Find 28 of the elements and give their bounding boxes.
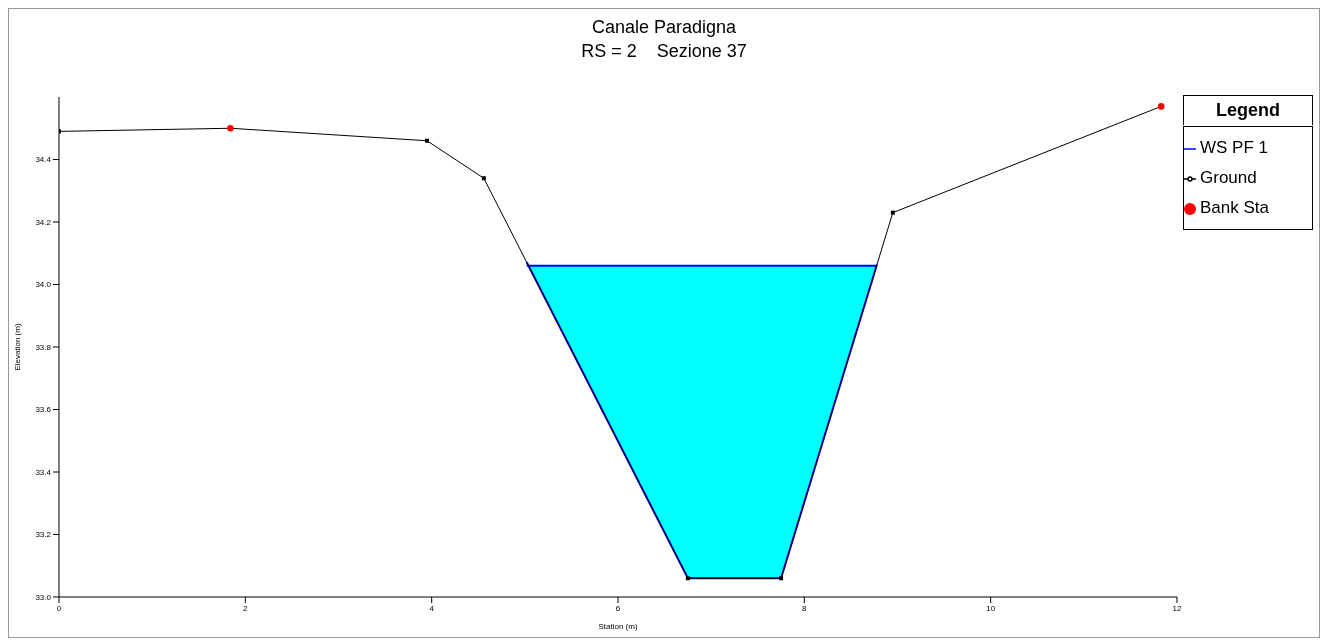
y-tick-label: 34.4 <box>35 155 52 165</box>
x-tick-label: 8 <box>802 603 808 613</box>
y-tick-label: 34.0 <box>35 280 52 290</box>
y-tick-label: 33.4 <box>35 467 52 477</box>
point <box>425 138 430 143</box>
y-tick-label: 33.6 <box>35 405 52 415</box>
legend-title: Legend <box>1183 95 1313 125</box>
x-tick-label: 2 <box>243 603 249 613</box>
x-tick-label: 4 <box>429 603 435 613</box>
x-tick-label: 6 <box>615 603 621 613</box>
legend-label: WS PF 1 <box>1200 138 1269 157</box>
x-tick-label: 12 <box>1172 603 1182 613</box>
point <box>481 176 486 181</box>
y-tick-label: 34.2 <box>35 217 52 227</box>
x-tick-label: 10 <box>986 603 996 613</box>
chart-title: Canale Paradigna <box>590 16 738 39</box>
y-axis-title: Elevation (m) <box>12 323 22 371</box>
legend-label: Bank Sta <box>1200 198 1269 217</box>
y-tick-label: 33.2 <box>35 530 52 540</box>
point <box>779 576 784 581</box>
y-tick-label: 33.8 <box>35 342 52 352</box>
chart-subtitle: RS = 2 Sezione 37 <box>580 40 748 63</box>
y-tick-label: 33.0 <box>35 592 52 602</box>
point <box>890 210 895 215</box>
point <box>685 576 690 581</box>
x-axis-title: Station (m) <box>598 622 638 631</box>
legend-label: Ground <box>1200 168 1257 187</box>
x-tick-label: 0 <box>56 603 62 613</box>
